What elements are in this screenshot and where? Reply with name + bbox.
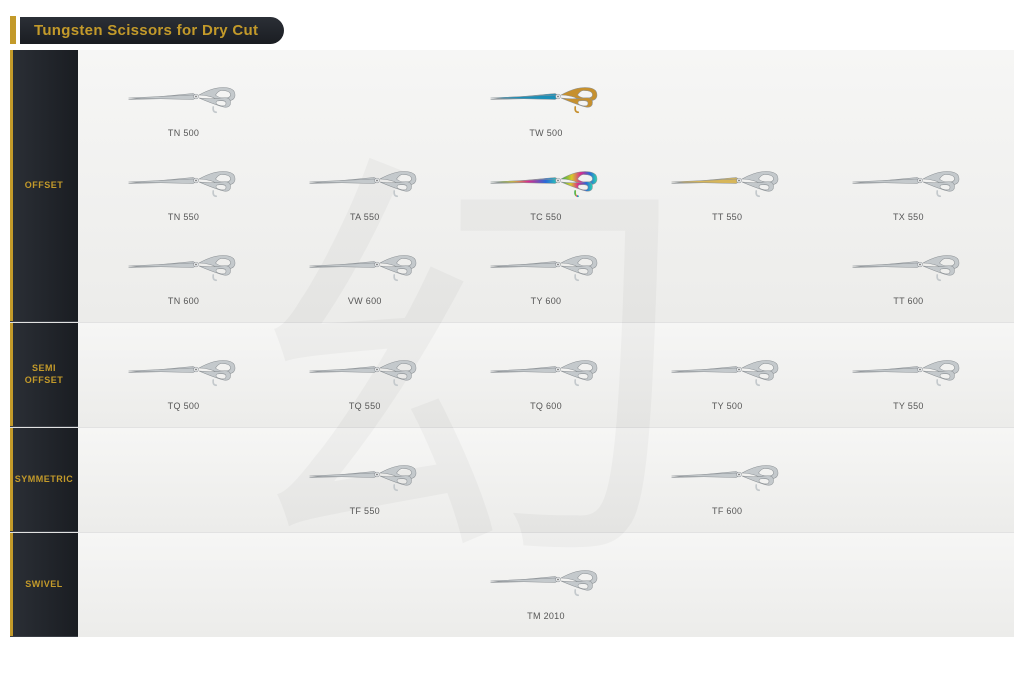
section-semi-offset: SEMI OFFSET TQ 500 TQ 550 (10, 323, 1014, 428)
section-swivel: SWIVEL TM 2010 (10, 533, 1014, 637)
section-content: TF 550 TF 600 (78, 428, 1014, 532)
product-model: VW 600 (348, 296, 382, 306)
product-cell: TF 550 (279, 444, 450, 516)
product-cell: TM 2010 (460, 549, 631, 621)
section-label: SYMMETRIC (15, 474, 74, 486)
section-symmetric: SYMMETRIC TF 550 TF 600 (10, 428, 1014, 533)
product-model: TA 550 (350, 212, 380, 222)
scissor-icon (305, 350, 425, 397)
product-cell: TN 500 (98, 66, 269, 138)
section-sidebar: OFFSET (10, 50, 78, 322)
product-cell: TY 600 (460, 234, 631, 306)
product-model: TT 550 (712, 212, 742, 222)
product-cell: TT 550 (642, 150, 813, 222)
scissor-icon (667, 455, 787, 502)
product-model: TQ 550 (349, 401, 381, 411)
product-row: TQ 500 TQ 550 TQ 600 (98, 339, 994, 411)
product-cell: TQ 550 (279, 339, 450, 411)
section-content: TQ 500 TQ 550 TQ 600 (78, 323, 1014, 427)
sidebar-accent (10, 323, 13, 426)
product-cell: VW 600 (279, 234, 450, 306)
product-model: TF 550 (350, 506, 380, 516)
product-model: TX 550 (893, 212, 924, 222)
scissor-icon (486, 77, 606, 124)
product-model: TW 500 (529, 128, 562, 138)
scissor-icon (486, 350, 606, 397)
product-model: TT 600 (893, 296, 923, 306)
scissor-icon (667, 161, 787, 208)
product-cell: TC 550 (460, 150, 631, 222)
product-model: TY 550 (893, 401, 924, 411)
section-content: TM 2010 (78, 533, 1014, 637)
scissor-icon (124, 350, 244, 397)
product-row: TF 550 TF 600 (98, 444, 994, 516)
section-sidebar: SWIVEL (10, 533, 78, 637)
product-model: TM 2010 (527, 611, 565, 621)
scissor-icon (486, 161, 606, 208)
scissor-icon (667, 350, 787, 397)
product-cell: TW 500 (460, 66, 631, 138)
section-label: SEMI OFFSET (25, 363, 64, 386)
product-cell: TQ 600 (460, 339, 631, 411)
product-cell: TA 550 (279, 150, 450, 222)
section-content: TN 500 TW 500 TN 550 (78, 50, 1014, 322)
scissor-icon (124, 161, 244, 208)
sidebar-accent (10, 533, 13, 636)
product-model: TN 550 (168, 212, 199, 222)
product-cell: TF 600 (642, 444, 813, 516)
product-model: TQ 600 (530, 401, 562, 411)
sidebar-accent (10, 428, 13, 531)
page-title: Tungsten Scissors for Dry Cut (20, 17, 284, 44)
product-cell: TX 550 (823, 150, 994, 222)
section-label: SWIVEL (25, 579, 63, 591)
scissor-icon (486, 245, 606, 292)
sidebar-accent (10, 50, 13, 321)
catalog-grid: OFFSET TN 500 TW 500 (10, 50, 1014, 637)
product-row: TN 600 VW 600 TY 600 (98, 234, 994, 306)
product-row: TN 500 TW 500 (98, 66, 994, 138)
scissor-icon (848, 350, 968, 397)
product-model: TY 600 (531, 296, 562, 306)
product-cell: TY 500 (642, 339, 813, 411)
product-cell: TN 550 (98, 150, 269, 222)
scissor-icon (305, 161, 425, 208)
section-sidebar: SYMMETRIC (10, 428, 78, 532)
scissor-icon (124, 77, 244, 124)
section-label: OFFSET (25, 180, 64, 192)
scissor-icon (305, 455, 425, 502)
product-cell: TN 600 (98, 234, 269, 306)
product-model: TC 550 (530, 212, 561, 222)
scissor-icon (848, 161, 968, 208)
scissor-icon (486, 560, 606, 607)
scissor-icon (305, 245, 425, 292)
product-cell: TQ 500 (98, 339, 269, 411)
scissor-icon (124, 245, 244, 292)
page-header: Tungsten Scissors for Dry Cut (10, 16, 1014, 44)
product-model: TQ 500 (168, 401, 200, 411)
product-model: TN 600 (168, 296, 199, 306)
product-cell: TT 600 (823, 234, 994, 306)
product-cell: TY 550 (823, 339, 994, 411)
header-accent (10, 16, 16, 44)
product-model: TF 600 (712, 506, 742, 516)
product-row: TM 2010 (98, 549, 994, 621)
section-offset: OFFSET TN 500 TW 500 (10, 50, 1014, 323)
product-row: TN 550 TA 550 TC 550 (98, 150, 994, 222)
product-model: TN 500 (168, 128, 199, 138)
section-sidebar: SEMI OFFSET (10, 323, 78, 427)
product-model: TY 500 (712, 401, 743, 411)
scissor-icon (848, 245, 968, 292)
